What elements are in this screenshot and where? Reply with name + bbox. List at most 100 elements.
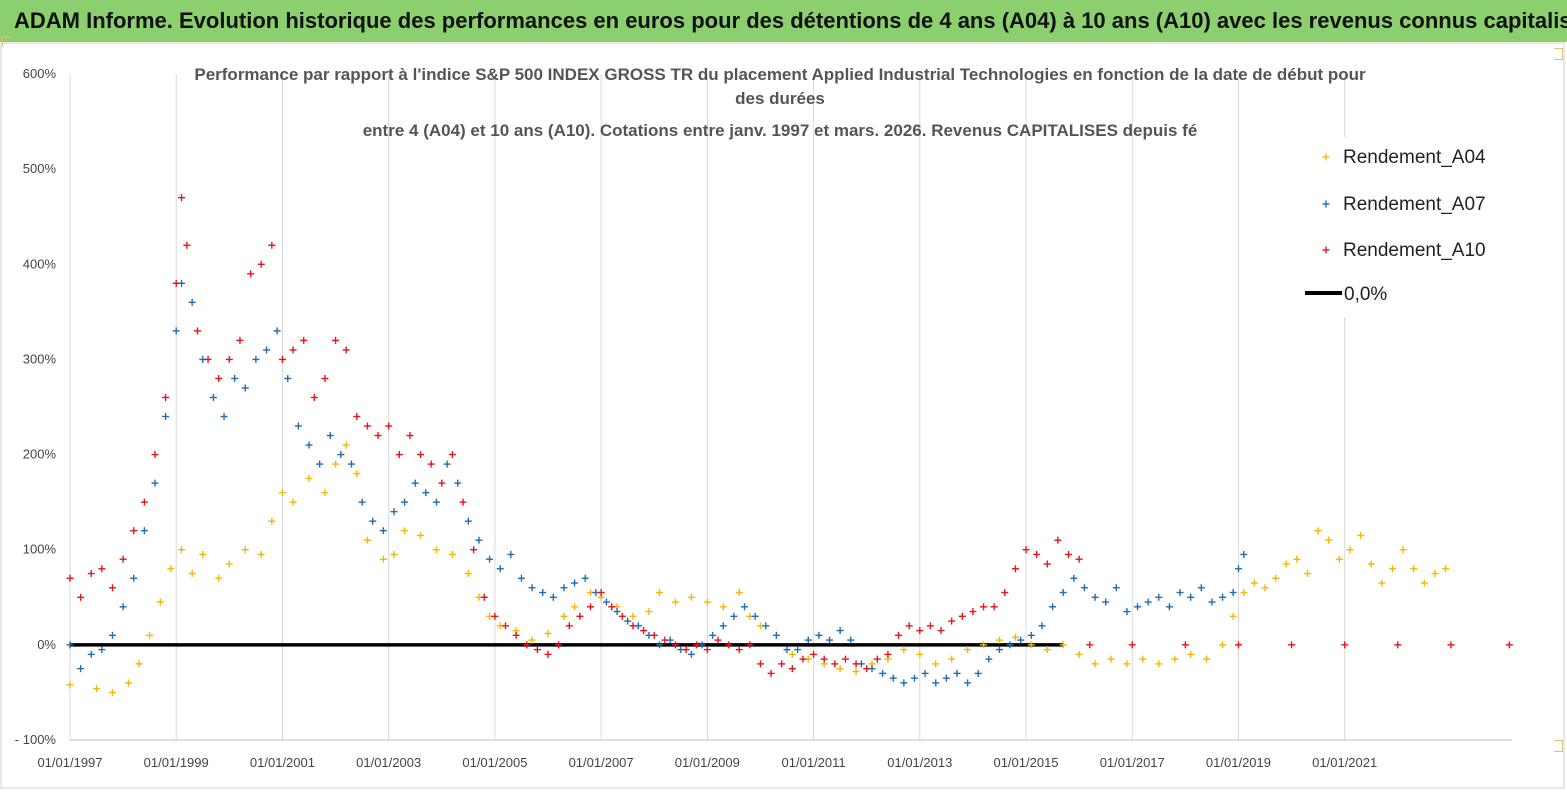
data-point-rendement-a07 (411, 479, 419, 487)
data-point-rendement-a07 (1240, 550, 1248, 558)
data-point-rendement-a04 (1314, 527, 1322, 535)
data-point-rendement-a10 (714, 636, 722, 644)
data-point-rendement-a07 (1234, 565, 1242, 573)
data-point-rendement-a07 (209, 393, 217, 401)
data-point-rendement-a10 (193, 327, 201, 335)
data-point-rendement-a10 (852, 660, 860, 668)
data-point-rendement-a07 (1144, 598, 1152, 606)
data-point-rendement-a07 (985, 655, 993, 663)
data-point-rendement-a04 (528, 636, 536, 644)
data-point-rendement-a07 (108, 631, 116, 639)
data-point-rendement-a10 (236, 336, 244, 344)
banner-title: ADAM Informe. Evolution historique des p… (0, 0, 1567, 42)
chart-title-line: entre 4 (A04) et 10 ans (A10). Cotations… (363, 121, 1198, 140)
data-point-rendement-a10 (565, 622, 573, 630)
data-point-rendement-a10 (671, 641, 679, 649)
data-point-rendement-a04 (268, 517, 276, 525)
data-point-rendement-a04 (1091, 660, 1099, 668)
data-point-rendement-a07 (1006, 641, 1014, 649)
data-point-rendement-a07 (231, 374, 239, 382)
data-point-rendement-a10 (1001, 589, 1009, 597)
legend-marker-swatch (1322, 246, 1330, 254)
series-layer (66, 194, 1513, 696)
x-tick-label: 01/01/2009 (675, 755, 740, 770)
x-axis: 01/01/1997 01/01/1999 01/01/2001 01/01/2003… (37, 739, 1512, 770)
data-point-rendement-a10 (1447, 641, 1455, 649)
data-point-rendement-a10 (491, 612, 499, 620)
data-point-rendement-a10 (183, 241, 191, 249)
legend-label: 0,0% (1344, 284, 1387, 305)
data-point-rendement-a07 (475, 536, 483, 544)
data-point-rendement-a04 (1420, 579, 1428, 587)
data-point-rendement-a07 (836, 627, 844, 635)
data-point-rendement-a10 (544, 650, 552, 658)
data-point-rendement-a10 (1234, 641, 1242, 649)
data-point-rendement-a07 (602, 598, 610, 606)
data-point-rendement-a04 (703, 598, 711, 606)
data-point-rendement-a10 (533, 646, 541, 654)
data-point-rendement-a07 (294, 422, 302, 430)
data-point-rendement-a04 (995, 636, 1003, 644)
data-point-rendement-a10 (937, 627, 945, 635)
data-point-rendement-a10 (788, 665, 796, 673)
data-point-rendement-a07 (995, 646, 1003, 654)
data-point-rendement-a07 (507, 550, 515, 558)
data-point-rendement-a04 (719, 603, 727, 611)
data-point-rendement-a04 (735, 589, 743, 597)
data-point-rendement-a10 (650, 631, 658, 639)
data-point-rendement-a10 (799, 655, 807, 663)
data-point-rendement-a04 (1272, 574, 1280, 582)
chart-frame: 600% 500% 400% 300% 200% 100% 0% - 100% 01/01/1… (0, 42, 1567, 790)
data-point-rendement-a07 (1070, 574, 1078, 582)
data-point-rendement-a07 (1017, 636, 1025, 644)
data-point-rendement-a10 (1043, 560, 1051, 568)
data-point-rendement-a10 (555, 641, 563, 649)
data-point-rendement-a07 (1027, 631, 1035, 639)
data-point-rendement-a07 (1229, 589, 1237, 597)
data-point-rendement-a07 (549, 593, 557, 601)
data-point-rendement-a10 (1181, 641, 1189, 649)
data-point-rendement-a10 (257, 260, 265, 268)
data-point-rendement-a07 (454, 479, 462, 487)
data-point-rendement-a10 (895, 631, 903, 639)
data-point-rendement-a10 (119, 555, 127, 563)
data-point-rendement-a04 (1240, 589, 1248, 597)
data-point-rendement-a07 (932, 679, 940, 687)
legend-item: Rendement_A07 (1322, 194, 1486, 215)
data-point-rendement-a04 (379, 555, 387, 563)
legend-item: Rendement_A04 (1322, 147, 1486, 168)
data-point-rendement-a10 (767, 669, 775, 677)
series-rendement-a10 (66, 194, 1513, 677)
x-tick-label: 01/01/2021 (1312, 755, 1377, 770)
data-point-rendement-a07 (326, 432, 334, 440)
data-point-rendement-a10 (682, 646, 690, 654)
data-point-rendement-a07 (921, 669, 929, 677)
data-point-rendement-a04 (93, 685, 101, 693)
data-point-rendement-a07 (1219, 593, 1227, 601)
data-point-rendement-a10 (225, 355, 233, 363)
x-tick-label: 01/01/2013 (887, 755, 952, 770)
data-point-rendement-a07 (77, 665, 85, 673)
data-point-rendement-a04 (1367, 560, 1375, 568)
data-point-rendement-a07 (162, 413, 170, 421)
data-point-rendement-a04 (836, 665, 844, 673)
y-tick-label: 0% (37, 637, 56, 652)
data-point-rendement-a10 (502, 622, 510, 630)
data-point-rendement-a04 (1139, 655, 1147, 663)
chart-title-line: des durées (735, 89, 825, 108)
data-point-rendement-a04 (241, 546, 249, 554)
data-point-rendement-a10 (278, 355, 286, 363)
data-point-rendement-a04 (321, 489, 329, 497)
corner-handle-left (2, 36, 11, 47)
data-point-rendement-a04 (1027, 641, 1035, 649)
data-point-rendement-a10 (140, 498, 148, 506)
data-point-rendement-a04 (1187, 650, 1195, 658)
data-point-rendement-a10 (87, 570, 95, 577)
data-point-rendement-a10 (969, 608, 977, 616)
data-point-rendement-a07 (719, 622, 727, 630)
data-point-rendement-a04 (178, 546, 186, 554)
data-point-rendement-a07 (464, 517, 472, 525)
data-point-rendement-a07 (571, 579, 579, 587)
data-point-rendement-a10 (427, 460, 435, 468)
series-rendement-a07 (66, 279, 1248, 687)
